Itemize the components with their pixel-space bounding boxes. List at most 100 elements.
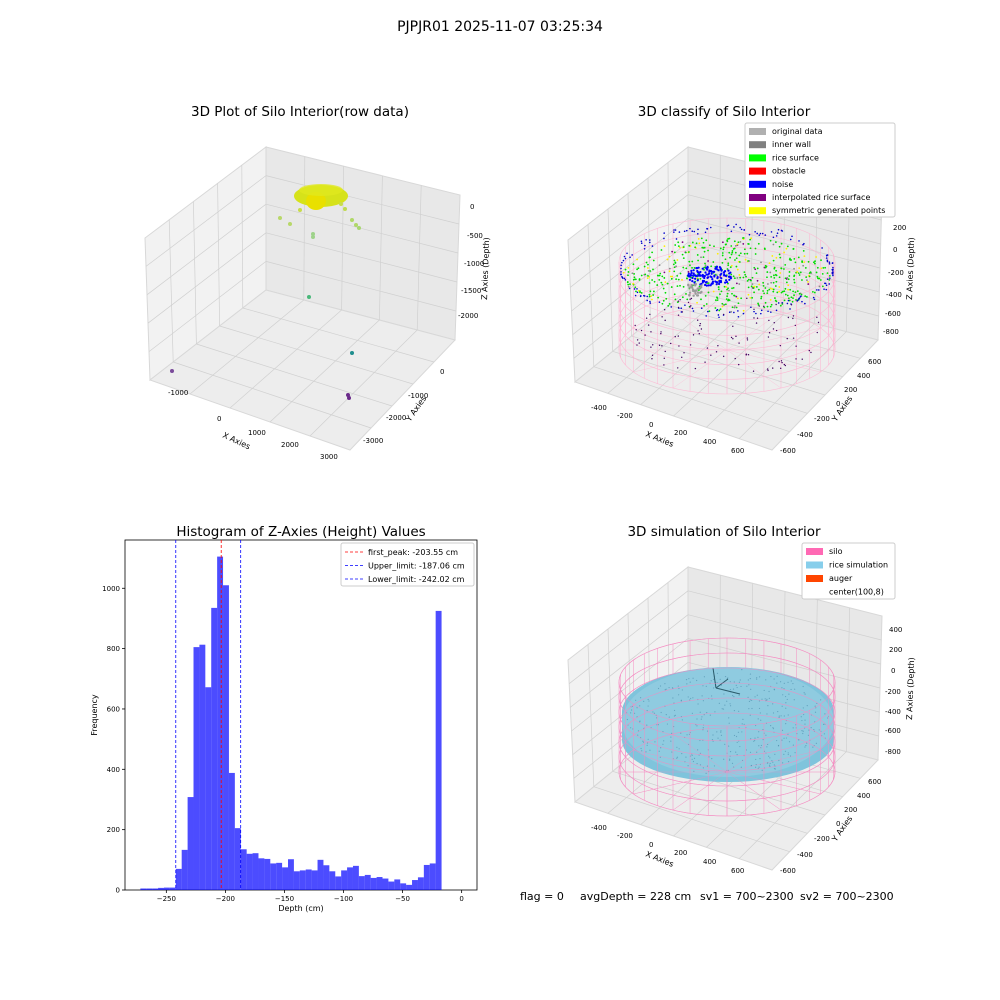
sim-ztick: 400 [889, 626, 902, 634]
legend-swatch [749, 154, 766, 162]
sim-xlabel: X Axies [644, 850, 675, 869]
raw-pane-floor [148, 289, 456, 451]
raw-ztick: -2000 [458, 312, 478, 320]
cls-ztick: -200 [888, 269, 904, 277]
hist-xlabel: Depth (cm) [278, 904, 323, 913]
legend-swatch [806, 561, 823, 569]
sim-zlabel: Z Axies (Depth) [905, 657, 916, 720]
legend-label: center(100,8) [829, 588, 884, 597]
legend-swatch [806, 548, 823, 555]
cls-ytick: -600 [780, 447, 796, 455]
sim-ytick: 200 [844, 806, 857, 814]
legend-label: obstacle [772, 167, 806, 176]
hist-title: Histogram of Z-Axies (Height) Values [176, 524, 425, 540]
sim-xtick: 400 [703, 858, 716, 866]
histogram-bar [152, 888, 159, 890]
histogram-bar [175, 868, 182, 890]
histogram-bar [323, 865, 330, 890]
sim-ztick: -200 [885, 688, 901, 696]
raw-ztick: -1000 [464, 260, 484, 268]
histogram-bar [193, 647, 200, 890]
raw-xtick: 0 [217, 415, 221, 423]
histogram-bar [240, 849, 247, 890]
legend-label: auger [829, 574, 853, 583]
legend-label: silo [829, 547, 843, 556]
cls-xtick: -400 [591, 404, 607, 412]
raw-xtick: 1000 [248, 429, 266, 437]
cls-ytick: 200 [844, 386, 857, 394]
histogram-bar [264, 858, 271, 890]
histogram-bar [311, 870, 318, 890]
raw-xtick: 3000 [320, 453, 338, 461]
cls-xtick: 200 [674, 429, 687, 437]
hist-xtick-label: −50 [395, 895, 410, 903]
sim-ytick: 400 [857, 792, 870, 800]
cls-xtick: 400 [703, 438, 716, 446]
hist-ytick-label: 400 [107, 766, 120, 774]
hist-xtick-label: −100 [334, 895, 353, 903]
raw-grid [145, 156, 460, 437]
cls-ytick: 600 [868, 358, 881, 366]
histogram-bar [187, 797, 194, 890]
histogram-bar [352, 865, 359, 890]
histogram-bar [376, 877, 383, 890]
raw-ytick: 0 [440, 368, 444, 376]
hist-legend-label: first_peak: -203.55 cm [368, 548, 458, 557]
raw-ztick: -500 [467, 232, 483, 240]
cls-xtick: 0 [649, 421, 653, 429]
sim-xtick: 200 [674, 849, 687, 857]
hist-legend-label: Upper_limit: -187.06 cm [368, 562, 465, 571]
histogram-bar [282, 867, 289, 890]
sim-ztick: -400 [885, 708, 901, 716]
sim-ytick: 0 [836, 820, 840, 828]
panel-simulation-3d: 3D simulation of Silo Interior -400 -200… [567, 524, 916, 875]
histogram-bar [234, 828, 241, 890]
hist-xtick-label: 0 [459, 895, 463, 903]
status-footer: flag = 0 avgDepth = 228 cm sv1 = 700~230… [520, 890, 894, 903]
legend-swatch [749, 180, 766, 188]
histogram-bar [246, 853, 253, 890]
legend-swatch [749, 207, 766, 215]
raw-point-cloud [170, 184, 361, 400]
histogram-bar [293, 871, 300, 890]
legend-label: symmetric generated points [772, 206, 885, 215]
panel-histogram: Histogram of Z-Axies (Height) Values −25… [90, 524, 478, 913]
classify-silo-wireframe [618, 217, 836, 395]
raw-ztick: 0 [470, 203, 474, 211]
histogram-bar [388, 881, 395, 890]
hist-xtick-label: −200 [216, 895, 235, 903]
histogram-bar [163, 887, 170, 890]
histogram-bar [217, 556, 224, 890]
histogram-bar [412, 880, 418, 890]
histogram-bar [423, 864, 430, 890]
histogram-bar [335, 876, 342, 890]
histogram-bar [364, 874, 371, 890]
sv2-text: sv2 = 700~2300 [800, 890, 894, 903]
cls-ylabel: Y Axies [830, 394, 855, 424]
raw-ytick: -3000 [363, 437, 383, 445]
sim-ytick: -600 [780, 867, 796, 875]
sim-ylabel: Y Axies [830, 814, 855, 844]
sim-ztick: 200 [889, 646, 902, 654]
histogram-bar [258, 858, 265, 890]
histogram-bar [299, 870, 306, 890]
histogram-bar [382, 878, 389, 890]
histogram-bar [228, 772, 235, 890]
histogram-bar [429, 863, 436, 890]
sim-ytick: -400 [797, 851, 813, 859]
figure-suptitle: PJPJR01 2025-11-07 03:25:34 [397, 19, 603, 35]
cls-ztick: 0 [893, 246, 897, 254]
histogram-bar [181, 849, 188, 890]
legend-swatch [806, 575, 823, 582]
histogram-bar [276, 862, 283, 890]
sim-ztick: 0 [891, 667, 895, 675]
classify-point-cloud [620, 223, 834, 372]
raw-xtick: -1000 [168, 389, 188, 397]
histogram-bar [252, 853, 259, 890]
raw-title: 3D Plot of Silo Interior(row data) [191, 104, 409, 120]
histogram-bar [406, 884, 413, 890]
sim-xtick: -200 [617, 832, 633, 840]
cls-ytick: 0 [836, 400, 840, 408]
legend-label: noise [772, 180, 793, 189]
